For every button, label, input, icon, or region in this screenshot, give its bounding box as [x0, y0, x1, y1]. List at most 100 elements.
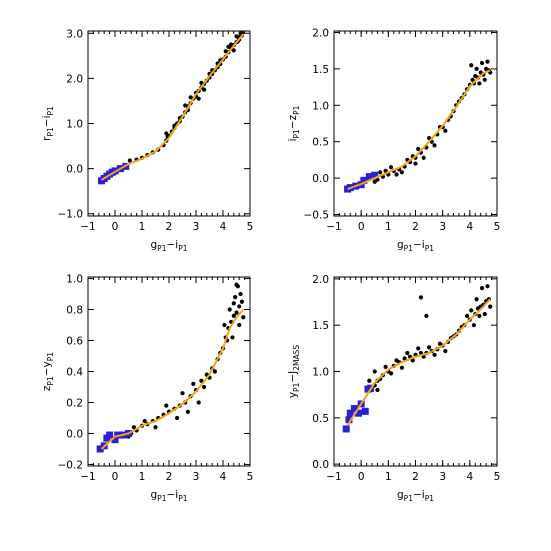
x-tick-label: −1: [326, 221, 341, 233]
star-point: [410, 358, 415, 363]
star-point: [164, 131, 169, 136]
star-point: [443, 128, 448, 133]
y-tick-label: −0.5: [304, 210, 330, 222]
panel-bottom-right: −1 0 1 2 3 4 5 0.0 0.5 1.0 1.5 2.0 gP1−iP1 yP1−J2MASS: [287, 274, 500, 503]
star-point: [402, 356, 407, 361]
x-axis-label: gP1−iP1: [397, 239, 434, 253]
star-point: [479, 60, 485, 66]
star-point: [432, 143, 437, 148]
star-point: [399, 170, 405, 175]
star-point: [183, 103, 188, 108]
x-tick-label: 1: [385, 221, 392, 233]
panel-top-right: −1 0 1 2 3 4 5 −0.5 0.0 0.5 1.0 1.5 2.0 gP1−iP1 iP1−zP…: [287, 27, 500, 253]
y-tick-label: 0.0: [312, 173, 329, 185]
star-point: [432, 352, 437, 357]
star-point: [230, 335, 235, 340]
y-tick-label: 1.0: [66, 119, 83, 131]
star-point: [239, 299, 244, 304]
y-tick-label: 0.0: [312, 459, 329, 471]
y-tick-label: 1.0: [312, 367, 329, 379]
template-square: [365, 173, 373, 181]
x-tick-label: 2: [412, 471, 419, 483]
y-axis-label: rP1−iP1: [41, 106, 55, 141]
x-tick-label: −1: [80, 471, 95, 483]
star-point: [378, 170, 383, 175]
template-square: [345, 416, 353, 424]
y-tick-label: 0.0: [66, 164, 83, 176]
y-tick-label: 1.5: [312, 320, 329, 332]
template-square: [371, 171, 379, 179]
star-point: [413, 161, 418, 166]
star-point: [237, 322, 242, 328]
star-point: [188, 95, 193, 100]
y-tick-label: 0.6: [66, 336, 83, 348]
star-point: [212, 369, 217, 374]
y-tick-label: 2.0: [312, 27, 329, 39]
x-tick-label: 5: [494, 471, 501, 483]
x-tick-label: 3: [439, 221, 446, 233]
star-point: [470, 77, 475, 82]
template-square: [111, 436, 119, 444]
y-tick-label: −0.2: [58, 459, 84, 471]
star-point: [175, 415, 180, 421]
y-tick-label: 0.8: [66, 305, 83, 317]
x-tick-label: 2: [412, 221, 419, 233]
x-tick-label: 5: [247, 221, 254, 233]
x-tick-label: 5: [494, 221, 501, 233]
y-axis-label: zP1−yP1: [41, 352, 55, 391]
star-point: [383, 364, 388, 369]
template-square: [346, 409, 354, 417]
x-tick-label: 4: [220, 471, 227, 483]
x-tick-label: 1: [385, 471, 392, 483]
template-square: [350, 405, 358, 413]
template-square: [96, 445, 104, 453]
x-tick-label: 4: [466, 471, 473, 483]
fit-line: [100, 308, 245, 450]
template-square: [361, 407, 369, 415]
x-tick-label: −1: [80, 221, 95, 233]
star-point: [474, 297, 479, 302]
star-point: [142, 418, 147, 424]
star-point: [153, 425, 158, 430]
star-point: [367, 378, 372, 383]
x-tick-label: 5: [247, 471, 254, 483]
x-tick-label: 0: [112, 471, 119, 483]
star-point: [474, 66, 479, 71]
x-tick-label: 4: [220, 221, 227, 233]
star-point: [383, 168, 388, 173]
y-axis-label: iP1−zP1: [287, 105, 301, 141]
star-point: [465, 313, 470, 319]
template-square: [342, 425, 350, 433]
x-tick-label: 3: [439, 471, 446, 483]
star-point: [234, 310, 239, 315]
star-point: [485, 59, 490, 64]
y-tick-label: 2.0: [312, 274, 329, 286]
star-point: [231, 48, 236, 53]
x-tick-label: −1: [326, 471, 341, 483]
star-point: [231, 301, 236, 306]
star-point: [223, 49, 228, 54]
star-point: [234, 282, 239, 287]
x-tick-label: 2: [166, 221, 173, 233]
panel-bottom-left: −1 0 1 2 3 4 5 −0.2 0.0 0.2 0.4 0.6 0.8 1.0 gP1−iP1 zP1…: [41, 274, 253, 503]
star-point: [388, 165, 394, 170]
star-point: [375, 387, 380, 393]
star-point: [479, 286, 485, 291]
star-point: [196, 96, 201, 101]
x-tick-label: 3: [193, 471, 200, 483]
star-point: [388, 371, 394, 376]
star-point: [485, 284, 490, 289]
star-point: [394, 172, 399, 177]
x-axis-label: gP1−iP1: [151, 489, 188, 503]
y-tick-label: −1.0: [58, 209, 84, 221]
star-point: [185, 409, 190, 414]
y-tick-label: 0.0: [66, 428, 83, 440]
x-tick-label: 1: [139, 471, 146, 483]
star-point: [418, 295, 424, 300]
star-point: [416, 346, 421, 351]
y-tick-label: 0.2: [66, 397, 83, 409]
x-axis-label: gP1−iP1: [151, 239, 188, 253]
fit-line: [347, 69, 491, 191]
x-tick-label: 3: [193, 221, 200, 233]
star-point: [241, 315, 246, 320]
